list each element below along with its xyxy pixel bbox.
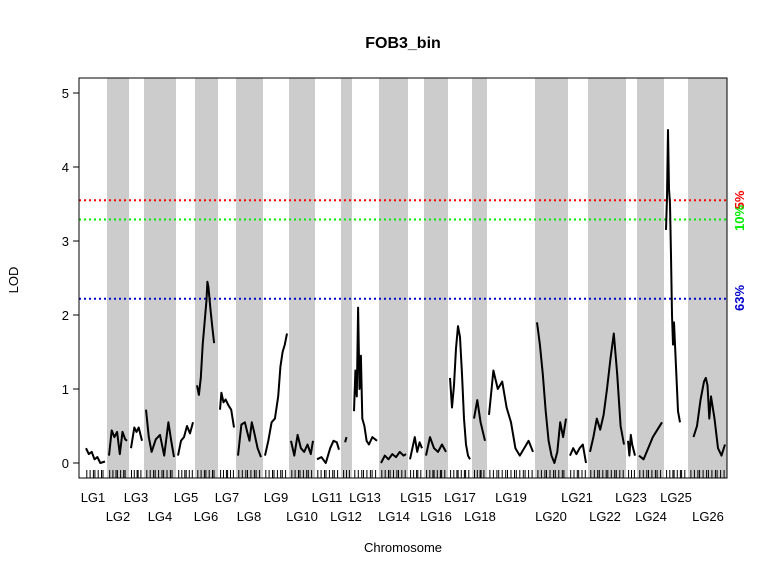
x-tick-label-lg20: LG20	[535, 509, 567, 524]
y-tick-label: 0	[62, 456, 69, 471]
lod-curve-lg26	[692, 376, 726, 457]
y-tick-label: 5	[62, 86, 69, 101]
lod-curve-lg25	[665, 129, 681, 423]
lod-curve-lg23	[627, 433, 636, 457]
x-tick-label-lg23: LG23	[615, 490, 647, 505]
marker-rug	[86, 470, 725, 478]
x-tick-label-lg18: LG18	[464, 509, 496, 524]
lod-curve-lg7	[219, 391, 235, 428]
lod-curve-lg21	[569, 443, 587, 464]
lod-curve-lg12	[344, 436, 348, 443]
x-tick-label-lg19: LG19	[495, 490, 527, 505]
x-tick-label-lg11: LG11	[312, 490, 343, 505]
y-axis: 0 1 2 3 4 5	[62, 86, 80, 471]
x-tick-label-lg21: LG21	[561, 490, 593, 505]
lod-curve-lg22	[589, 332, 625, 453]
band-lg6	[195, 78, 218, 478]
band-lg14	[379, 78, 408, 478]
x-tick-label-lg1: LG1	[81, 490, 106, 505]
lod-curve-lg13	[353, 306, 378, 446]
band-lg24	[637, 78, 664, 478]
band-lg16	[424, 78, 448, 478]
x-tick-label-lg26: LG26	[692, 509, 724, 524]
x-tick-label-lg9: LG9	[264, 490, 289, 505]
x-tick-label-lg12: LG12	[330, 509, 362, 524]
lod-curve-lg3	[130, 426, 143, 449]
threshold-labels: 5%10% 63%	[732, 190, 747, 311]
lod-curve-lg9	[264, 333, 288, 456]
band-lg8	[236, 78, 263, 478]
x-tick-label-lg7: LG7	[215, 490, 240, 505]
band-lg18	[472, 78, 487, 478]
y-tick-label: 2	[62, 308, 69, 323]
lod-curves	[85, 129, 726, 464]
lod-curve-lg8	[237, 421, 262, 458]
lod-curve-lg6	[196, 280, 216, 396]
chart-title: FOB3_bin	[365, 35, 441, 52]
x-axis-label: Chromosome	[364, 540, 442, 555]
lod-curve-lg14	[380, 450, 407, 464]
x-tick-label-lg16: LG16	[420, 509, 452, 524]
x-tick-label-lg3: LG3	[124, 490, 149, 505]
threshold-label-10pct: 10%	[732, 205, 747, 231]
band-lg4	[144, 78, 176, 478]
band-lg12	[341, 78, 352, 478]
lod-curve-lg19	[488, 369, 534, 457]
lod-curve-lg20	[536, 322, 567, 464]
x-tick-label-lg8: LG8	[237, 509, 262, 524]
threshold-label-63pct: 63%	[732, 285, 747, 311]
lod-curve-lg24	[638, 421, 663, 461]
x-tick-label-lg13: LG13	[349, 490, 381, 505]
band-lg20	[535, 78, 568, 478]
x-tick-label-lg4: LG4	[148, 509, 173, 524]
threshold-label-5pct: 5%	[732, 190, 747, 209]
band-lg2	[107, 78, 129, 478]
x-tick-label-lg22: LG22	[589, 509, 621, 524]
lod-curve-lg5	[177, 422, 194, 456]
lod-curve-lg15	[409, 436, 423, 460]
lod-curve-lg4	[145, 409, 175, 458]
chromosome-bands	[107, 78, 727, 478]
x-tick-label-lg6: LG6	[194, 509, 219, 524]
band-lg10	[289, 78, 315, 478]
y-axis-label: LOD	[6, 267, 21, 294]
lod-curve-lg18	[473, 399, 486, 442]
band-lg26	[688, 78, 727, 478]
lod-curve-lg10	[290, 433, 314, 457]
y-tick-label: 1	[62, 382, 69, 397]
lod-curve-lg2	[108, 429, 128, 456]
x-tick-label-lg17: LG17	[444, 490, 476, 505]
threshold-lines	[79, 199, 727, 300]
x-tick-label-lg14: LG14	[378, 509, 410, 524]
x-tick-label-lg2: LG2	[106, 509, 131, 524]
x-tick-label-lg10: LG10	[286, 509, 318, 524]
x-tick-label-lg5: LG5	[174, 490, 199, 505]
lod-curve-lg11	[316, 439, 340, 464]
y-tick-label: 3	[62, 234, 69, 249]
lod-curve-lg16	[425, 436, 447, 456]
x-tick-label-lg15: LG15	[400, 490, 432, 505]
lod-curve-lg1	[85, 447, 106, 464]
y-tick-label: 4	[62, 160, 69, 175]
lod-curve-lg17	[449, 325, 471, 460]
x-tick-label-lg24: LG24	[635, 509, 667, 524]
x-tick-label-lg25: LG25	[660, 490, 692, 505]
